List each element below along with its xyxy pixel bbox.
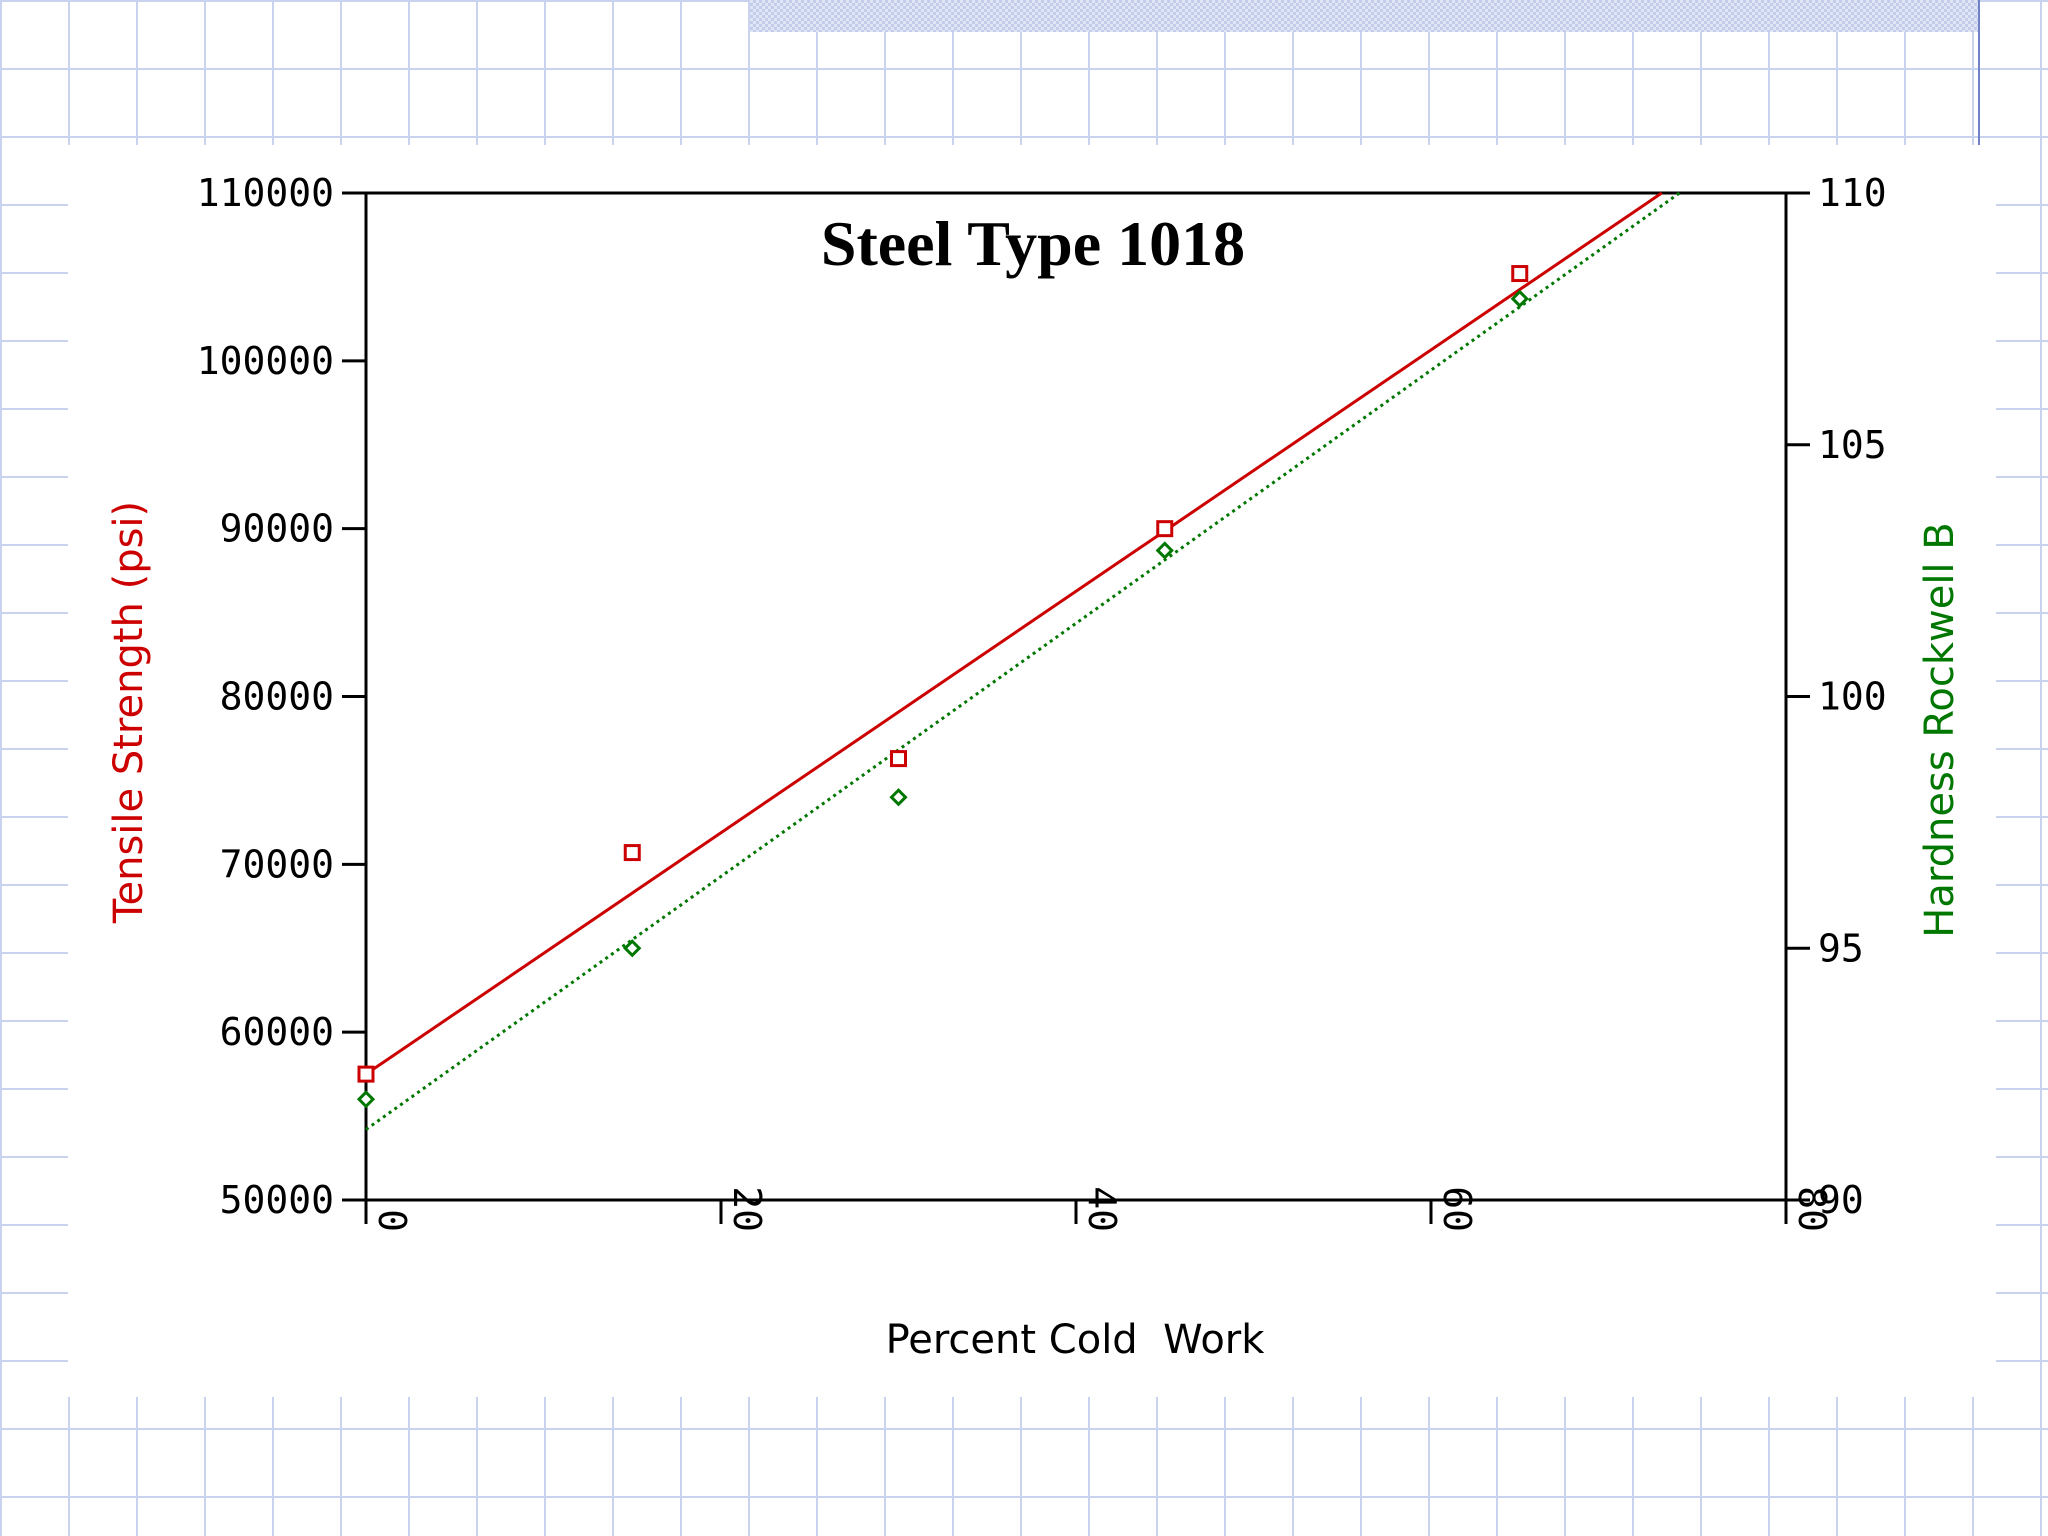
plot-frame	[364, 191, 1788, 1202]
fit-line-hardness	[365, 191, 1681, 1131]
hardness-point	[1155, 541, 1174, 560]
left-y-tick-label: 60000	[220, 1010, 334, 1054]
x-tick-label: 40	[1080, 1186, 1124, 1232]
left-y-tick-label: 100000	[197, 339, 334, 383]
tensile-point	[357, 1065, 375, 1083]
left-y-tick-label: 110000	[197, 171, 334, 215]
x-axis-title: Percent Cold Work	[886, 1317, 1266, 1363]
x-tick-label: 80	[1790, 1186, 1834, 1232]
right-y-tick-label: 90	[1818, 1178, 1864, 1222]
left-y-tick-label: 50000	[220, 1178, 334, 1222]
tensile-point	[1511, 265, 1529, 283]
right-y-tick-label: 95	[1818, 926, 1864, 970]
x-tick-label: 60	[1435, 1186, 1479, 1232]
header-pattern-band	[750, 0, 1980, 32]
right-y-tick-label: 105	[1818, 423, 1887, 467]
left-y-tick-label: 80000	[220, 675, 334, 719]
header-divider	[1978, 0, 1980, 145]
x-tick-label: 20	[725, 1186, 769, 1232]
left-y-tick-label: 70000	[220, 842, 334, 886]
hardness-point	[1510, 289, 1529, 308]
data-points	[356, 265, 1529, 1109]
right-axis-title: Hardness Rockwell B	[1917, 522, 1963, 937]
right-y-tick-label: 110	[1818, 171, 1887, 215]
hardness-point	[889, 788, 908, 807]
tick-labels: 50000 60000 70000 80000 90000 100000 110000 90 9…	[197, 171, 1887, 1232]
left-y-tick-label: 90000	[220, 507, 334, 551]
tensile-point	[1156, 520, 1174, 538]
hardness-point	[356, 1090, 376, 1109]
fit-line-tensile	[365, 191, 1663, 1076]
tensile-point	[623, 844, 641, 862]
axes	[342, 191, 1810, 1224]
fit-lines	[365, 191, 1681, 1131]
right-y-tick-label: 100	[1818, 675, 1887, 719]
hardness-point	[623, 939, 642, 958]
chart-title: Steel Type 1018	[821, 208, 1245, 279]
chart-panel	[68, 145, 1996, 1397]
x-tick-label: 0	[370, 1209, 414, 1232]
left-axis-title: Tensile Strength (psi)	[106, 501, 152, 924]
tensile-point	[890, 750, 907, 768]
